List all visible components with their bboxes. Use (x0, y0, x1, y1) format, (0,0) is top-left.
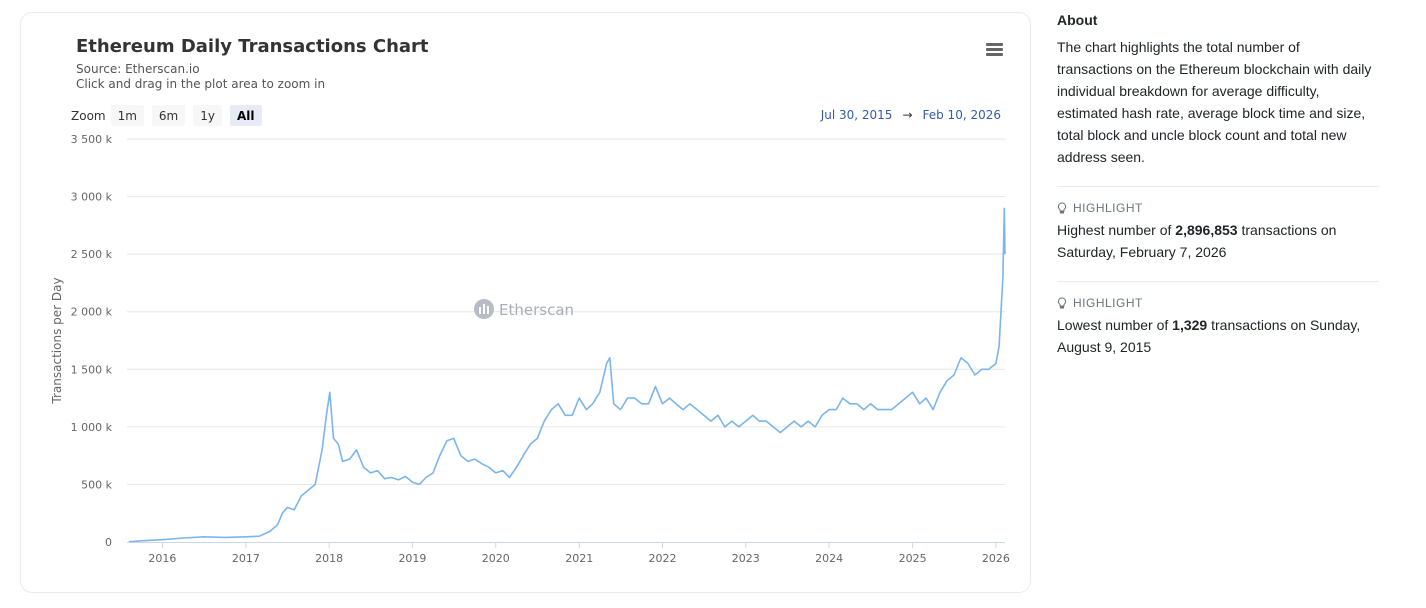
x-tick-label: 2023 (732, 552, 760, 565)
divider (1057, 281, 1379, 282)
lightbulb-icon (1057, 202, 1067, 214)
range-to-input[interactable]: Feb 10, 2026 (922, 108, 1002, 122)
x-axis-ticks: 2016 2017 2018 2019 2020 2021 2022 2023 2024 2025… (148, 542, 1010, 565)
chart-subtitle: Source: Etherscan.io Click and drag in t… (76, 62, 325, 92)
zoom-1y-button[interactable]: 1y (193, 105, 222, 126)
watermark-text: Etherscan (499, 301, 574, 319)
y-tick-label: 2 000 k (71, 306, 113, 319)
zoom-all-button[interactable]: All (230, 105, 262, 126)
y-axis-label: Transactions per Day (50, 277, 64, 404)
y-tick-label: 3 500 k (71, 133, 113, 146)
chart-title: Ethereum Daily Transactions Chart (76, 36, 429, 57)
y-tick-label: 2 500 k (71, 248, 113, 261)
highlight-label: HIGHLIGHT (1057, 296, 1379, 310)
x-tick-label: 2016 (148, 552, 176, 565)
x-tick-label: 2022 (649, 552, 677, 565)
highlight-label: HIGHLIGHT (1057, 201, 1379, 215)
lightbulb-icon (1057, 297, 1067, 309)
about-text: The chart highlights the total number of… (1057, 39, 1372, 165)
y-tick-label: 500 k (81, 478, 112, 491)
hamburger-menu-icon[interactable] (986, 43, 1003, 56)
x-tick-label: 2018 (315, 552, 343, 565)
transactions-chart[interactable]: 0 500 k 1 000 k 1 500 k 2 000 k 2 500 k 3 000 … (0, 0, 1032, 600)
zoom-1m-button[interactable]: 1m (110, 105, 144, 126)
y-tick-label: 0 (105, 536, 112, 549)
watermark: Etherscan (474, 299, 574, 319)
chart-zoom-hint: Click and drag in the plot area to zoom … (76, 77, 326, 91)
highlight-highest: Highest number of 2,896,853 transactions… (1057, 222, 1337, 260)
x-tick-label: 2025 (899, 552, 927, 565)
x-tick-label: 2020 (482, 552, 510, 565)
zoom-6m-button[interactable]: 6m (151, 105, 186, 126)
date-range: Jul 30, 2015 → Feb 10, 2026 (821, 108, 1001, 122)
y-tick-label: 1 500 k (71, 363, 113, 376)
x-tick-label: 2021 (565, 552, 593, 565)
x-tick-label: 2017 (232, 552, 260, 565)
x-tick-label: 2019 (398, 552, 426, 565)
range-arrow: → (902, 108, 913, 122)
about-heading: About (1057, 12, 1098, 28)
y-axis-ticks: 0 500 k 1 000 k 1 500 k 2 000 k 2 500 k 3 000 … (71, 133, 113, 549)
grid-lines (127, 138, 1005, 485)
zoom-toolbar: Zoom 1m 6m 1y All (71, 105, 270, 126)
y-tick-label: 3 000 k (71, 191, 113, 204)
zoom-label: Zoom (71, 108, 106, 123)
divider (1057, 186, 1379, 187)
chart-card (20, 12, 1031, 593)
x-tick-label: 2026 (982, 552, 1010, 565)
series-line-transactions (128, 207, 1006, 543)
chart-source: Source: Etherscan.io (76, 62, 200, 76)
range-from-input[interactable]: Jul 30, 2015 (820, 108, 893, 122)
y-tick-label: 1 000 k (71, 421, 113, 434)
highlight-lowest: Lowest number of 1,329 transactions on S… (1057, 317, 1361, 355)
x-tick-label: 2024 (815, 552, 843, 565)
about-panel: About The chart highlights the total num… (1057, 10, 1379, 358)
